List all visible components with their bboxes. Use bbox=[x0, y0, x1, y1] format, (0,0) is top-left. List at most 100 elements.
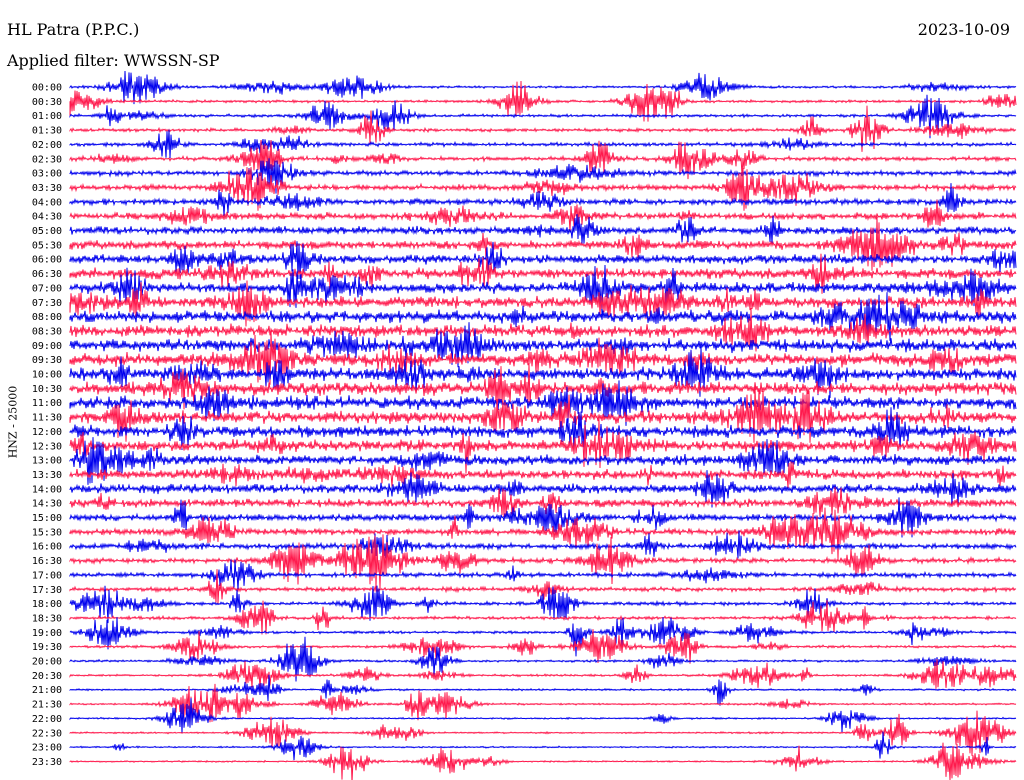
row-time-label: 21:00 bbox=[32, 685, 62, 696]
row-time-label: 09:30 bbox=[32, 355, 62, 366]
trace-row bbox=[69, 380, 1017, 426]
trace-row bbox=[69, 437, 1017, 485]
row-time-label: 14:30 bbox=[32, 499, 62, 510]
row-time-label: 00:00 bbox=[32, 83, 62, 94]
row-time-label: 06:30 bbox=[32, 269, 62, 280]
trace-row bbox=[69, 461, 1017, 489]
trace-row bbox=[69, 659, 1017, 692]
trace-row bbox=[69, 70, 1017, 105]
trace-row bbox=[69, 241, 1017, 280]
trace-row bbox=[69, 105, 1017, 152]
row-time-label: 22:30 bbox=[32, 728, 62, 739]
trace-row bbox=[69, 683, 1017, 724]
row-time-label: 14:00 bbox=[32, 484, 62, 495]
row-time-label: 16:00 bbox=[32, 542, 62, 553]
trace-row bbox=[69, 636, 1017, 682]
row-time-label: 02:00 bbox=[32, 140, 62, 151]
trace-row bbox=[69, 585, 1017, 624]
row-time-label: 12:30 bbox=[32, 441, 62, 452]
row-time-label: 17:30 bbox=[32, 585, 62, 596]
row-time-label: 18:00 bbox=[32, 599, 62, 610]
row-time-label: 10:00 bbox=[32, 370, 62, 381]
trace-row bbox=[69, 183, 1017, 217]
trace-row bbox=[69, 292, 1017, 341]
row-time-label: 10:30 bbox=[32, 384, 62, 395]
trace-row bbox=[69, 94, 1017, 139]
row-time-label: 01:30 bbox=[32, 126, 62, 137]
date-label: 2023-10-09 bbox=[917, 20, 1010, 39]
row-time-label: 02:30 bbox=[32, 154, 62, 165]
trace-row bbox=[69, 80, 1017, 122]
trace-row bbox=[69, 559, 1017, 591]
trace-row bbox=[69, 199, 1017, 231]
row-time-label: 19:30 bbox=[32, 642, 62, 653]
trace-row bbox=[69, 214, 1017, 245]
row-time-label: 08:30 bbox=[32, 326, 62, 337]
row-time-label: 01:00 bbox=[32, 111, 62, 122]
row-time-label: 21:30 bbox=[32, 700, 62, 711]
trace-row bbox=[69, 710, 1017, 756]
trace-row bbox=[69, 419, 1017, 474]
trace-row bbox=[69, 158, 1017, 194]
row-time-label: 22:00 bbox=[32, 714, 62, 725]
trace-row bbox=[69, 363, 1017, 410]
trace-row bbox=[69, 617, 1017, 657]
row-time-label: 05:30 bbox=[32, 240, 62, 251]
row-time-label: 20:00 bbox=[32, 657, 62, 668]
row-time-label: 04:30 bbox=[32, 212, 62, 223]
trace-row bbox=[69, 139, 1017, 180]
row-time-label: 11:30 bbox=[32, 413, 62, 424]
row-time-label: 16:30 bbox=[32, 556, 62, 567]
row-time-label: 15:30 bbox=[32, 527, 62, 538]
row-time-label: 23:00 bbox=[32, 743, 62, 754]
row-time-label: 13:30 bbox=[32, 470, 62, 481]
row-time-label: 04:00 bbox=[32, 197, 62, 208]
row-time-label: 18:30 bbox=[32, 613, 62, 624]
trace-row bbox=[69, 166, 1017, 211]
trace-row bbox=[69, 280, 1017, 327]
row-time-label: 07:00 bbox=[32, 283, 62, 294]
trace-row bbox=[69, 217, 1017, 271]
trace-row bbox=[69, 307, 1017, 352]
trace-row bbox=[69, 322, 1017, 368]
trace-row bbox=[69, 569, 1017, 604]
trace-row bbox=[69, 346, 1017, 399]
row-time-label: 07:30 bbox=[32, 298, 62, 309]
trace-row bbox=[69, 129, 1017, 159]
trace-row bbox=[69, 731, 1017, 761]
row-time-label: 12:00 bbox=[32, 427, 62, 438]
row-time-label: 05:00 bbox=[32, 226, 62, 237]
trace-row bbox=[69, 264, 1017, 316]
trace-row bbox=[69, 470, 1017, 508]
trace-row bbox=[69, 674, 1017, 706]
row-time-label: 20:30 bbox=[32, 671, 62, 682]
row-time-label: 13:00 bbox=[32, 456, 62, 467]
row-time-label: 11:00 bbox=[32, 398, 62, 409]
row-time-label: 06:00 bbox=[32, 255, 62, 266]
row-time-label: 09:00 bbox=[32, 341, 62, 352]
trace-row bbox=[69, 487, 1017, 518]
trace-row bbox=[69, 253, 1017, 294]
trace-row bbox=[69, 386, 1017, 443]
row-time-label: 03:00 bbox=[32, 169, 62, 180]
trace-row bbox=[69, 698, 1017, 734]
row-time-label: 19:00 bbox=[32, 628, 62, 639]
trace-row bbox=[69, 507, 1017, 560]
trace-row bbox=[69, 600, 1017, 635]
filter-label: Applied filter: WWSSN-SP bbox=[7, 51, 220, 70]
trace-row bbox=[69, 530, 1017, 559]
row-time-label: 08:00 bbox=[32, 312, 62, 323]
row-time-label: 17:00 bbox=[32, 570, 62, 581]
trace-row bbox=[69, 407, 1017, 451]
trace-row bbox=[69, 742, 1017, 780]
row-time-label: 15:00 bbox=[32, 513, 62, 524]
row-time-label: 03:30 bbox=[32, 183, 62, 194]
row-time-label: 23:30 bbox=[32, 757, 62, 768]
trace-row bbox=[69, 497, 1017, 538]
row-time-label: 00:30 bbox=[32, 97, 62, 108]
trace-row bbox=[69, 629, 1017, 664]
trace-row bbox=[69, 534, 1017, 590]
station-title: HL Patra (P.P.C.) bbox=[7, 20, 140, 39]
trace-row bbox=[69, 330, 1017, 387]
